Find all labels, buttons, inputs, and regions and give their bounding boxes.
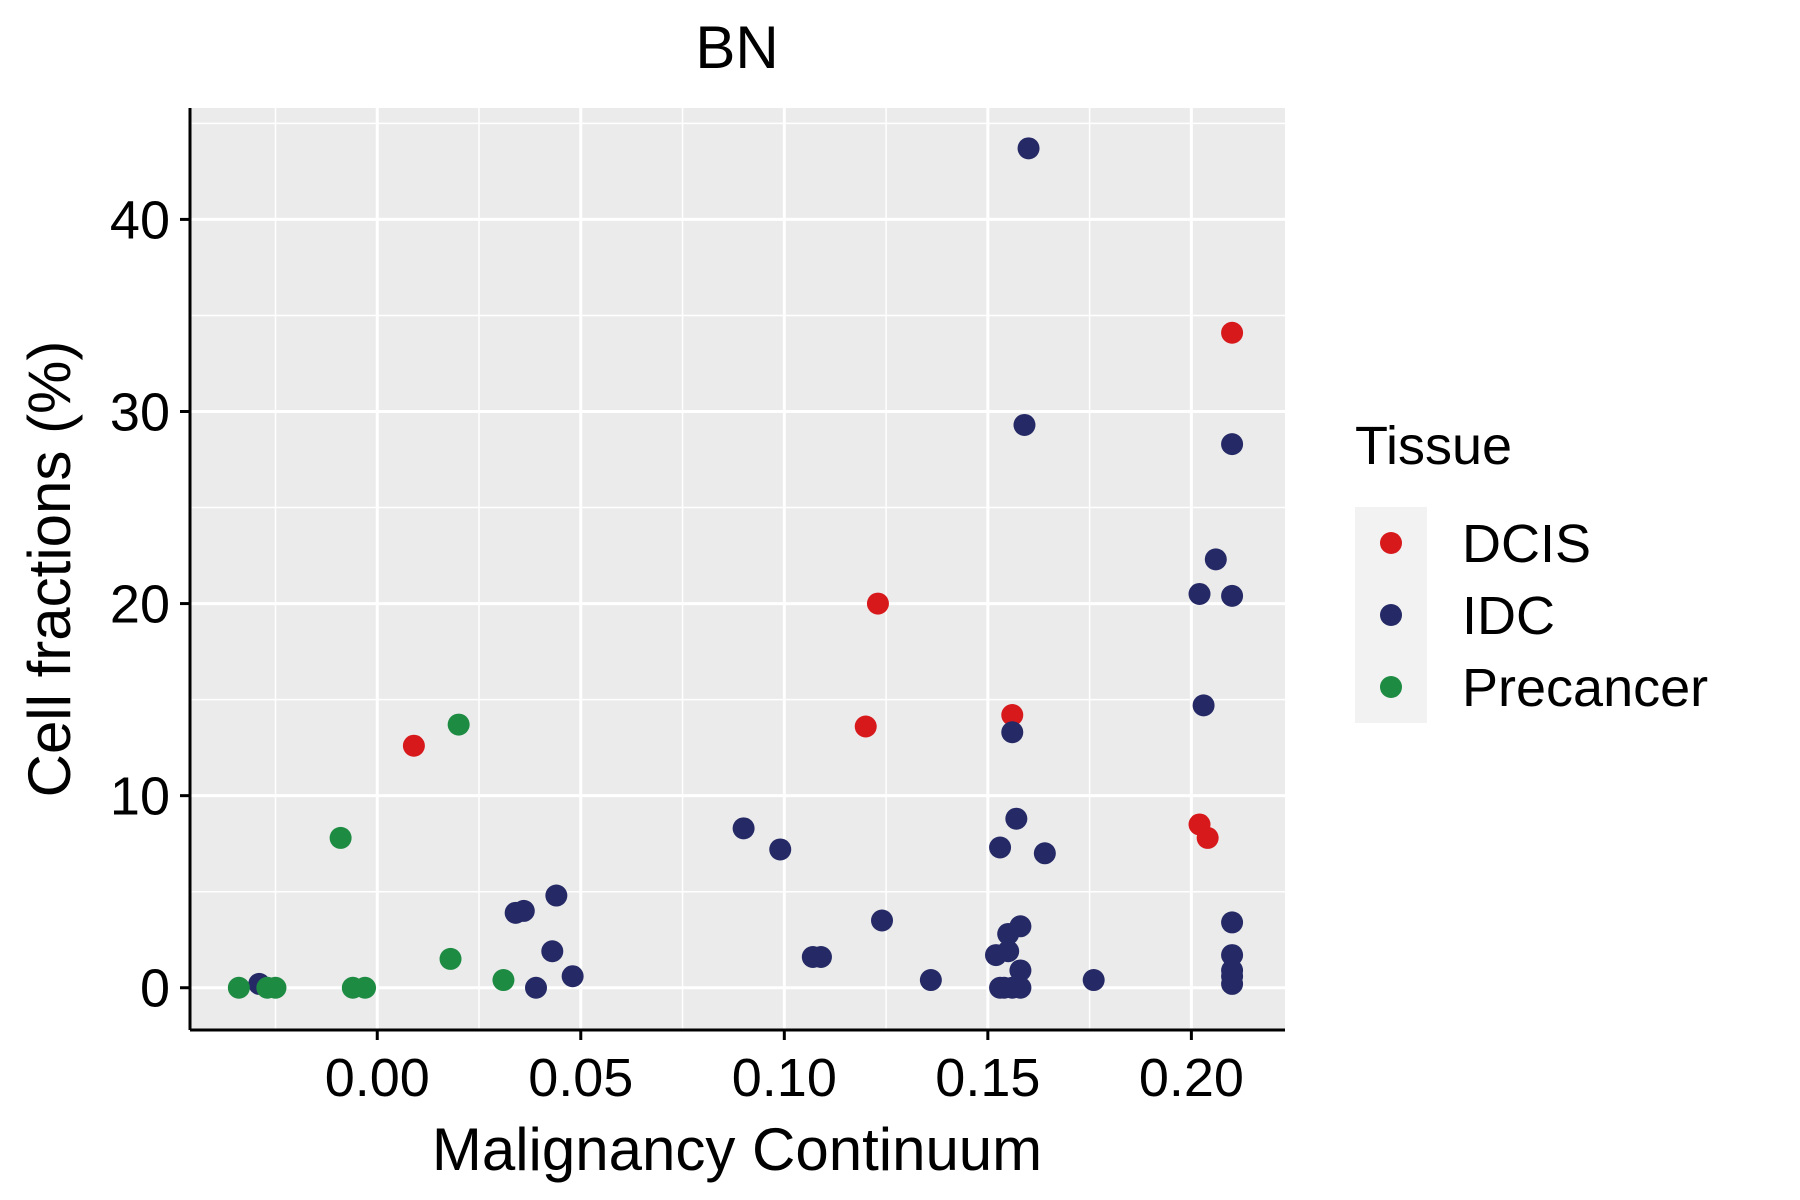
legend-title: Tissue [1355, 416, 1512, 476]
legend-items: DCIS IDC Precancer [1355, 507, 1708, 723]
y-tick-label: 30 [110, 382, 170, 442]
y-tick-label: 20 [110, 575, 170, 635]
y-tick-label: 0 [140, 959, 170, 1019]
data-point-idc [871, 909, 894, 932]
plot-panel [190, 108, 1285, 1030]
data-point-idc [1188, 582, 1211, 605]
legend-key-dcis [1380, 532, 1402, 554]
data-point-dcis [866, 592, 889, 615]
legend-key-idc [1380, 604, 1402, 626]
y-axis-label: Cell fractions (%) [16, 341, 83, 798]
data-point-idc [1221, 911, 1244, 934]
data-point-precancer [354, 976, 377, 999]
data-point-precancer [227, 976, 250, 999]
data-point-precancer [447, 713, 470, 736]
data-point-idc [1005, 807, 1028, 830]
x-axis-ticks: 0.00 0.05 0.10 0.15 0.20 [325, 1030, 1244, 1108]
data-point-idc [1221, 944, 1244, 967]
x-tick-label: 0.20 [1139, 1048, 1244, 1108]
data-point-precancer [492, 969, 515, 992]
legend-label-dcis: DCIS [1462, 514, 1591, 574]
data-point-idc [1033, 842, 1056, 865]
y-tick-label: 40 [110, 190, 170, 250]
data-point-idc [545, 884, 568, 907]
data-point-idc [989, 836, 1012, 859]
data-point-idc [1013, 413, 1036, 436]
data-point-idc [525, 976, 548, 999]
grid-minor [190, 108, 1285, 1030]
data-point-idc [1009, 959, 1032, 982]
y-axis-ticks: 0 10 20 30 40 [110, 190, 190, 1019]
x-tick-label: 0.15 [935, 1048, 1040, 1108]
data-point-precancer [439, 947, 462, 970]
data-point-dcis [1001, 703, 1024, 726]
y-tick-label: 10 [110, 767, 170, 827]
data-point-idc [1221, 584, 1244, 607]
data-point-idc [512, 899, 535, 922]
chart-title: BN [695, 14, 778, 81]
data-point-dcis [854, 715, 877, 738]
x-tick-label: 0.10 [732, 1048, 837, 1108]
data-point-idc [1192, 694, 1215, 717]
x-axis-label: Malignancy Continuum [432, 1116, 1042, 1183]
data-point-idc [1082, 969, 1105, 992]
data-point-precancer [264, 976, 287, 999]
data-point-idc [1001, 721, 1024, 744]
data-point-idc [1204, 548, 1227, 571]
x-tick-label: 0.00 [325, 1048, 430, 1108]
x-tick-label: 0.05 [528, 1048, 633, 1108]
data-point-dcis [1196, 826, 1219, 849]
data-point-dcis [402, 734, 425, 757]
data-point-precancer [329, 826, 352, 849]
legend: Tissue DCIS IDC Precancer [1355, 416, 1708, 723]
data-point-idc [1221, 972, 1244, 995]
data-point-idc [769, 838, 792, 861]
data-point-idc [1009, 976, 1032, 999]
data-point-idc [1009, 915, 1032, 938]
legend-label-precancer: Precancer [1462, 658, 1708, 718]
data-point-idc [1221, 433, 1244, 456]
data-point-idc [1017, 137, 1040, 160]
data-points [227, 137, 1244, 999]
data-point-idc [732, 817, 755, 840]
legend-label-idc: IDC [1462, 586, 1555, 646]
legend-key-precancer [1380, 676, 1402, 698]
data-point-idc [541, 940, 564, 963]
data-point-idc [809, 946, 832, 969]
data-point-idc [919, 969, 942, 992]
data-point-idc [997, 940, 1020, 963]
data-point-idc [561, 965, 584, 988]
data-point-dcis [1221, 321, 1244, 344]
